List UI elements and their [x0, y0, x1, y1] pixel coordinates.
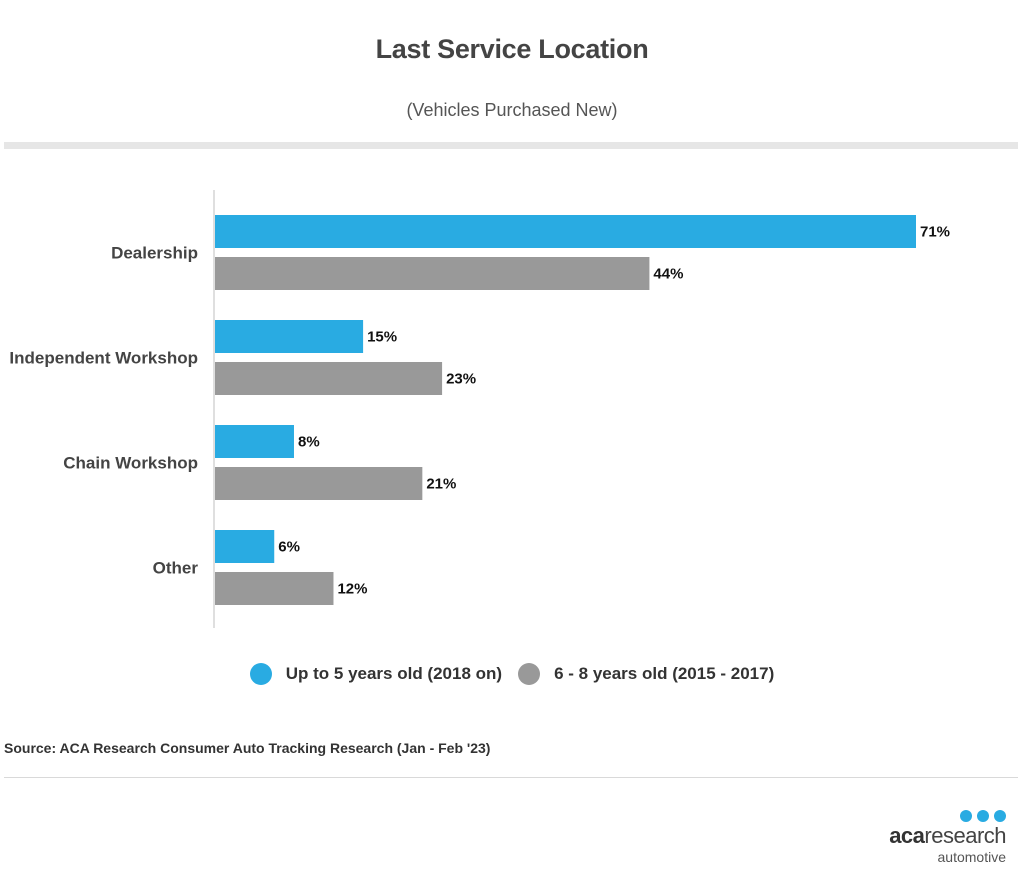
bar-chain-workshop-series-2 [215, 467, 423, 500]
logo-dots-icon [866, 810, 1006, 822]
header-divider [4, 142, 1018, 149]
logo-subtitle: automotive [937, 849, 1006, 865]
legend-label-series-2: 6 - 8 years old (2015 - 2017) [554, 664, 775, 683]
footer-divider [4, 777, 1018, 778]
legend-item-series-2: 6 - 8 years old (2015 - 2017) [518, 663, 774, 685]
bar-dealership-series-1 [215, 215, 916, 248]
logo-wordmark-bold: aca [889, 823, 925, 848]
value-label-chain-workshop-series-2: 21% [426, 476, 456, 493]
chart-subtitle: (Vehicles Purchased New) [406, 100, 618, 120]
value-label-independent-workshop-series-1: 15% [367, 329, 397, 346]
logo-wordmark-light: research [924, 823, 1006, 848]
bar-other-series-1 [215, 530, 275, 563]
bar-independent-workshop-series-1 [215, 320, 364, 353]
legend-swatch-series-1 [249, 663, 272, 685]
bar-chart: 71% 44% Dealership 15% 23% Independent Worksh… [9, 190, 950, 628]
bar-chain-workshop-series-1 [215, 425, 294, 458]
value-label-independent-workshop-series-2: 23% [446, 371, 476, 388]
value-label-other-series-2: 12% [337, 581, 367, 598]
category-label-dealership: Dealership [111, 244, 198, 263]
logo-wordmark: acaresearch [866, 824, 1006, 848]
bar-dealership-series-2 [215, 257, 650, 290]
legend-item-series-1: Up to 5 years old (2018 on) [249, 663, 503, 685]
category-label-independent-workshop: Independent Workshop [9, 349, 198, 368]
category-label-other: Other [153, 559, 199, 578]
value-label-other-series-1: 6% [278, 539, 300, 556]
aca-research-logo: acaresearch automotive [866, 810, 1006, 866]
bar-other-series-2 [215, 572, 334, 605]
chart-legend: Up to 5 years old (2018 on) 6 - 8 years … [0, 663, 1024, 685]
category-label-chain-workshop: Chain Workshop [63, 454, 198, 473]
value-label-chain-workshop-series-1: 8% [298, 434, 320, 451]
source-note: Source: ACA Research Consumer Auto Track… [4, 740, 491, 756]
legend-swatch-series-2 [518, 663, 541, 685]
value-label-dealership-series-1: 71% [920, 224, 950, 241]
chart-title: Last Service Location [375, 34, 649, 64]
legend-label-series-1: Up to 5 years old (2018 on) [285, 664, 503, 683]
bar-independent-workshop-series-2 [215, 362, 443, 395]
value-label-dealership-series-2: 44% [653, 266, 683, 283]
